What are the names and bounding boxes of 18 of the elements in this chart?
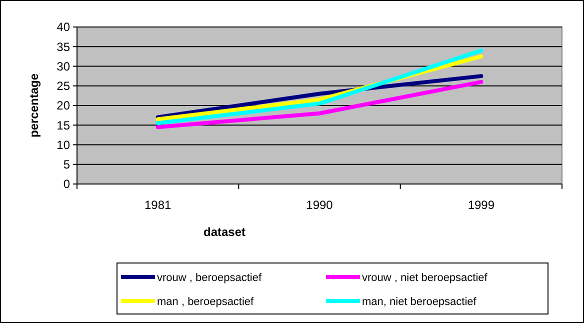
legend-label: vrouw , beroepsactief [157, 272, 262, 284]
y-tick-label: 30 [56, 59, 70, 74]
x-tick-label: 1999 [468, 198, 495, 212]
y-tick-label: 40 [56, 20, 70, 34]
x-axis-title: dataset [203, 225, 246, 239]
y-tick-label: 10 [56, 138, 70, 152]
x-tick-label: 1981 [144, 198, 172, 212]
y-tick-label: 20 [56, 98, 70, 113]
legend-label: man, niet beroepsactief [362, 296, 478, 308]
y-tick-label: 25 [56, 79, 70, 94]
legend-label: vrouw , niet beroepsactief [362, 272, 488, 284]
legend-label: man , beroepsactief [157, 296, 255, 308]
x-tick-label: 1990 [306, 198, 334, 212]
y-tick-label: 35 [56, 40, 70, 54]
y-tick-label: 5 [63, 158, 70, 172]
y-axis-title: percentage [27, 73, 41, 138]
y-tick-label: 0 [63, 177, 70, 192]
y-tick-label: 15 [56, 118, 70, 132]
